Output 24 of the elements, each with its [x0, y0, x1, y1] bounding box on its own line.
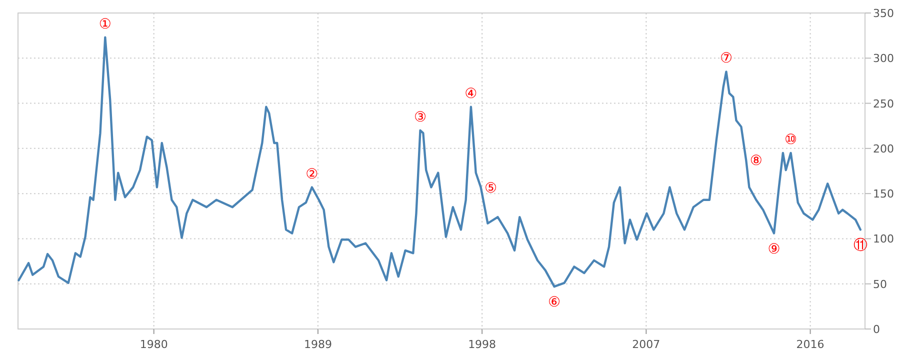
y-tick-label: 200 [873, 142, 894, 156]
y-tick-label: 150 [873, 188, 894, 201]
y-tick-label: 300 [873, 52, 894, 66]
annotation: ① [98, 16, 112, 32]
x-tick-label: 1980 [140, 338, 168, 351]
y-tick-label: 100 [873, 232, 894, 246]
y-tick-label: 0 [873, 323, 880, 336]
annotation: ⑪ [853, 238, 868, 254]
annotation: ⑥ [548, 294, 561, 311]
annotation: ④ [464, 86, 478, 102]
x-tick-label: 2016 [796, 338, 824, 351]
y-tick-label: 250 [873, 97, 894, 110]
annotation: ⑩ [784, 132, 798, 148]
annotation: ⑦ [720, 50, 733, 67]
annotation: ③ [414, 109, 427, 126]
x-tick-label: 2007 [632, 338, 660, 351]
annotation: ② [306, 166, 318, 182]
y-tick-label: 350 [873, 7, 894, 20]
x-tick-label: 1989 [304, 338, 332, 351]
annotation: ⑤ [484, 180, 498, 196]
annotation: ⑨ [768, 241, 780, 258]
annotation: ⑧ [750, 153, 762, 170]
x-tick-label: 1998 [468, 338, 496, 351]
y-tick-label: 50 [873, 278, 887, 291]
